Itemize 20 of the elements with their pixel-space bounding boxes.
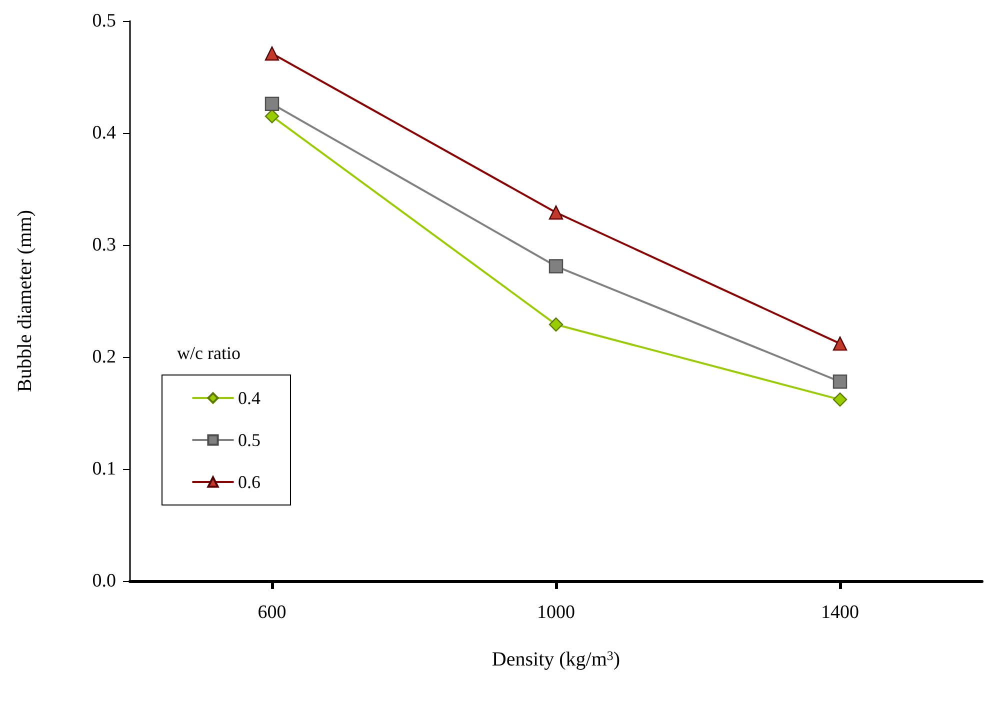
point [548, 317, 564, 332]
point [264, 96, 280, 111]
y-tick-label: 0.3 [92, 234, 116, 256]
legend-label: 0.5 [238, 430, 260, 450]
point [832, 392, 848, 407]
legend-label: 0.4 [238, 388, 260, 408]
y-axis-title: Bubble diameter (mm) [14, 210, 36, 392]
y-tick-label: 0.0 [92, 570, 116, 592]
point [548, 259, 564, 274]
x-tick-label: 600 [258, 602, 286, 623]
legend-label: 0.6 [238, 472, 260, 492]
legend-title: w/c ratio [177, 343, 240, 363]
y-tick-label: 0.5 [92, 10, 116, 32]
y-tick-label: 0.4 [92, 122, 116, 144]
x-tick-label: 1000 [537, 602, 575, 623]
point [832, 374, 848, 389]
point [264, 109, 280, 124]
y-tick-label: 0.1 [92, 458, 116, 480]
y-tick-label: 0.2 [92, 346, 116, 368]
x-tick-label: 1400 [821, 602, 859, 623]
